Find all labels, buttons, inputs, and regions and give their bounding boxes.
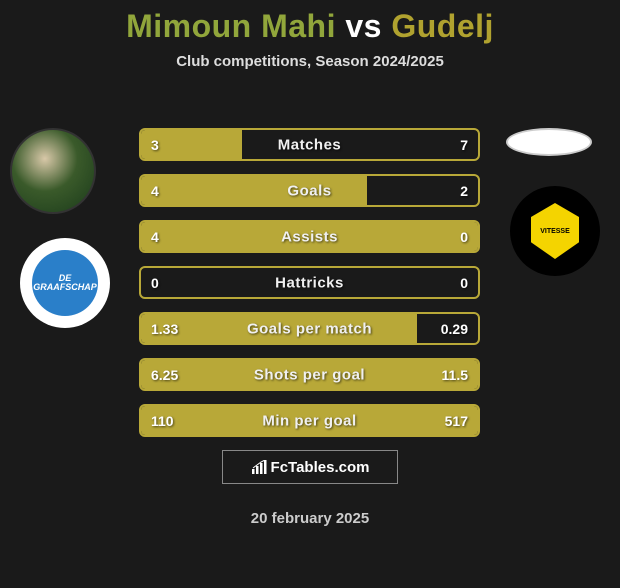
brand-box: FcTables.com [222,450,398,484]
stat-row: 6.25 11.5 Shots per goal [139,358,480,391]
stat-label: Goals per match [247,320,372,337]
club2-crest-label: VITESSE [531,203,579,259]
player2-avatar [506,128,592,156]
stat-value-left: 6.25 [151,367,178,383]
stat-label: Shots per goal [254,366,365,383]
stat-value-left: 0 [151,275,159,291]
stat-value-left: 3 [151,137,159,153]
player1-name: Mimoun Mahi [126,8,336,44]
stat-value-right: 517 [445,413,468,429]
stat-value-right: 0 [460,275,468,291]
stat-row: 4 0 Assists [139,220,480,253]
stat-value-right: 0 [460,229,468,245]
stat-value-left: 4 [151,183,159,199]
stat-value-left: 1.33 [151,321,178,337]
club1-crest-label: DE GRAAFSCHAP [32,250,98,316]
stat-label: Hattricks [275,274,344,291]
stat-label: Min per goal [262,412,356,429]
subtitle: Club competitions, Season 2024/2025 [0,53,620,70]
vs-text: vs [345,8,382,44]
stat-value-right: 7 [460,137,468,153]
stat-value-right: 11.5 [442,367,468,383]
stat-label: Assists [281,228,338,245]
stat-value-left: 110 [151,413,174,429]
club2-crest: VITESSE [510,186,600,276]
comparison-title: Mimoun Mahi vs Gudelj [0,8,620,45]
stat-row: 0 0 Hattricks [139,266,480,299]
brand-chart-icon [251,460,267,474]
stat-label: Goals [287,182,331,199]
stat-row: 3 7 Matches [139,128,480,161]
stat-row: 4 2 Goals [139,174,480,207]
stat-value-left: 4 [151,229,159,245]
player2-name: Gudelj [391,8,494,44]
club1-crest: DE GRAAFSCHAP [20,238,110,328]
stat-value-right: 0.29 [441,321,468,337]
date-line: 20 february 2025 [251,510,369,527]
stats-chart: 3 7 Matches 4 2 Goals 4 0 Assists 0 0 Hattricks 1.33… [139,128,480,450]
stat-row: 1.33 0.29 Goals per match [139,312,480,345]
stat-value-right: 2 [460,183,468,199]
stat-label: Matches [278,136,342,153]
bar-left [141,176,367,205]
player1-avatar [10,128,96,214]
brand-text: FcTables.com [271,459,370,476]
stat-row: 110 517 Min per goal [139,404,480,437]
